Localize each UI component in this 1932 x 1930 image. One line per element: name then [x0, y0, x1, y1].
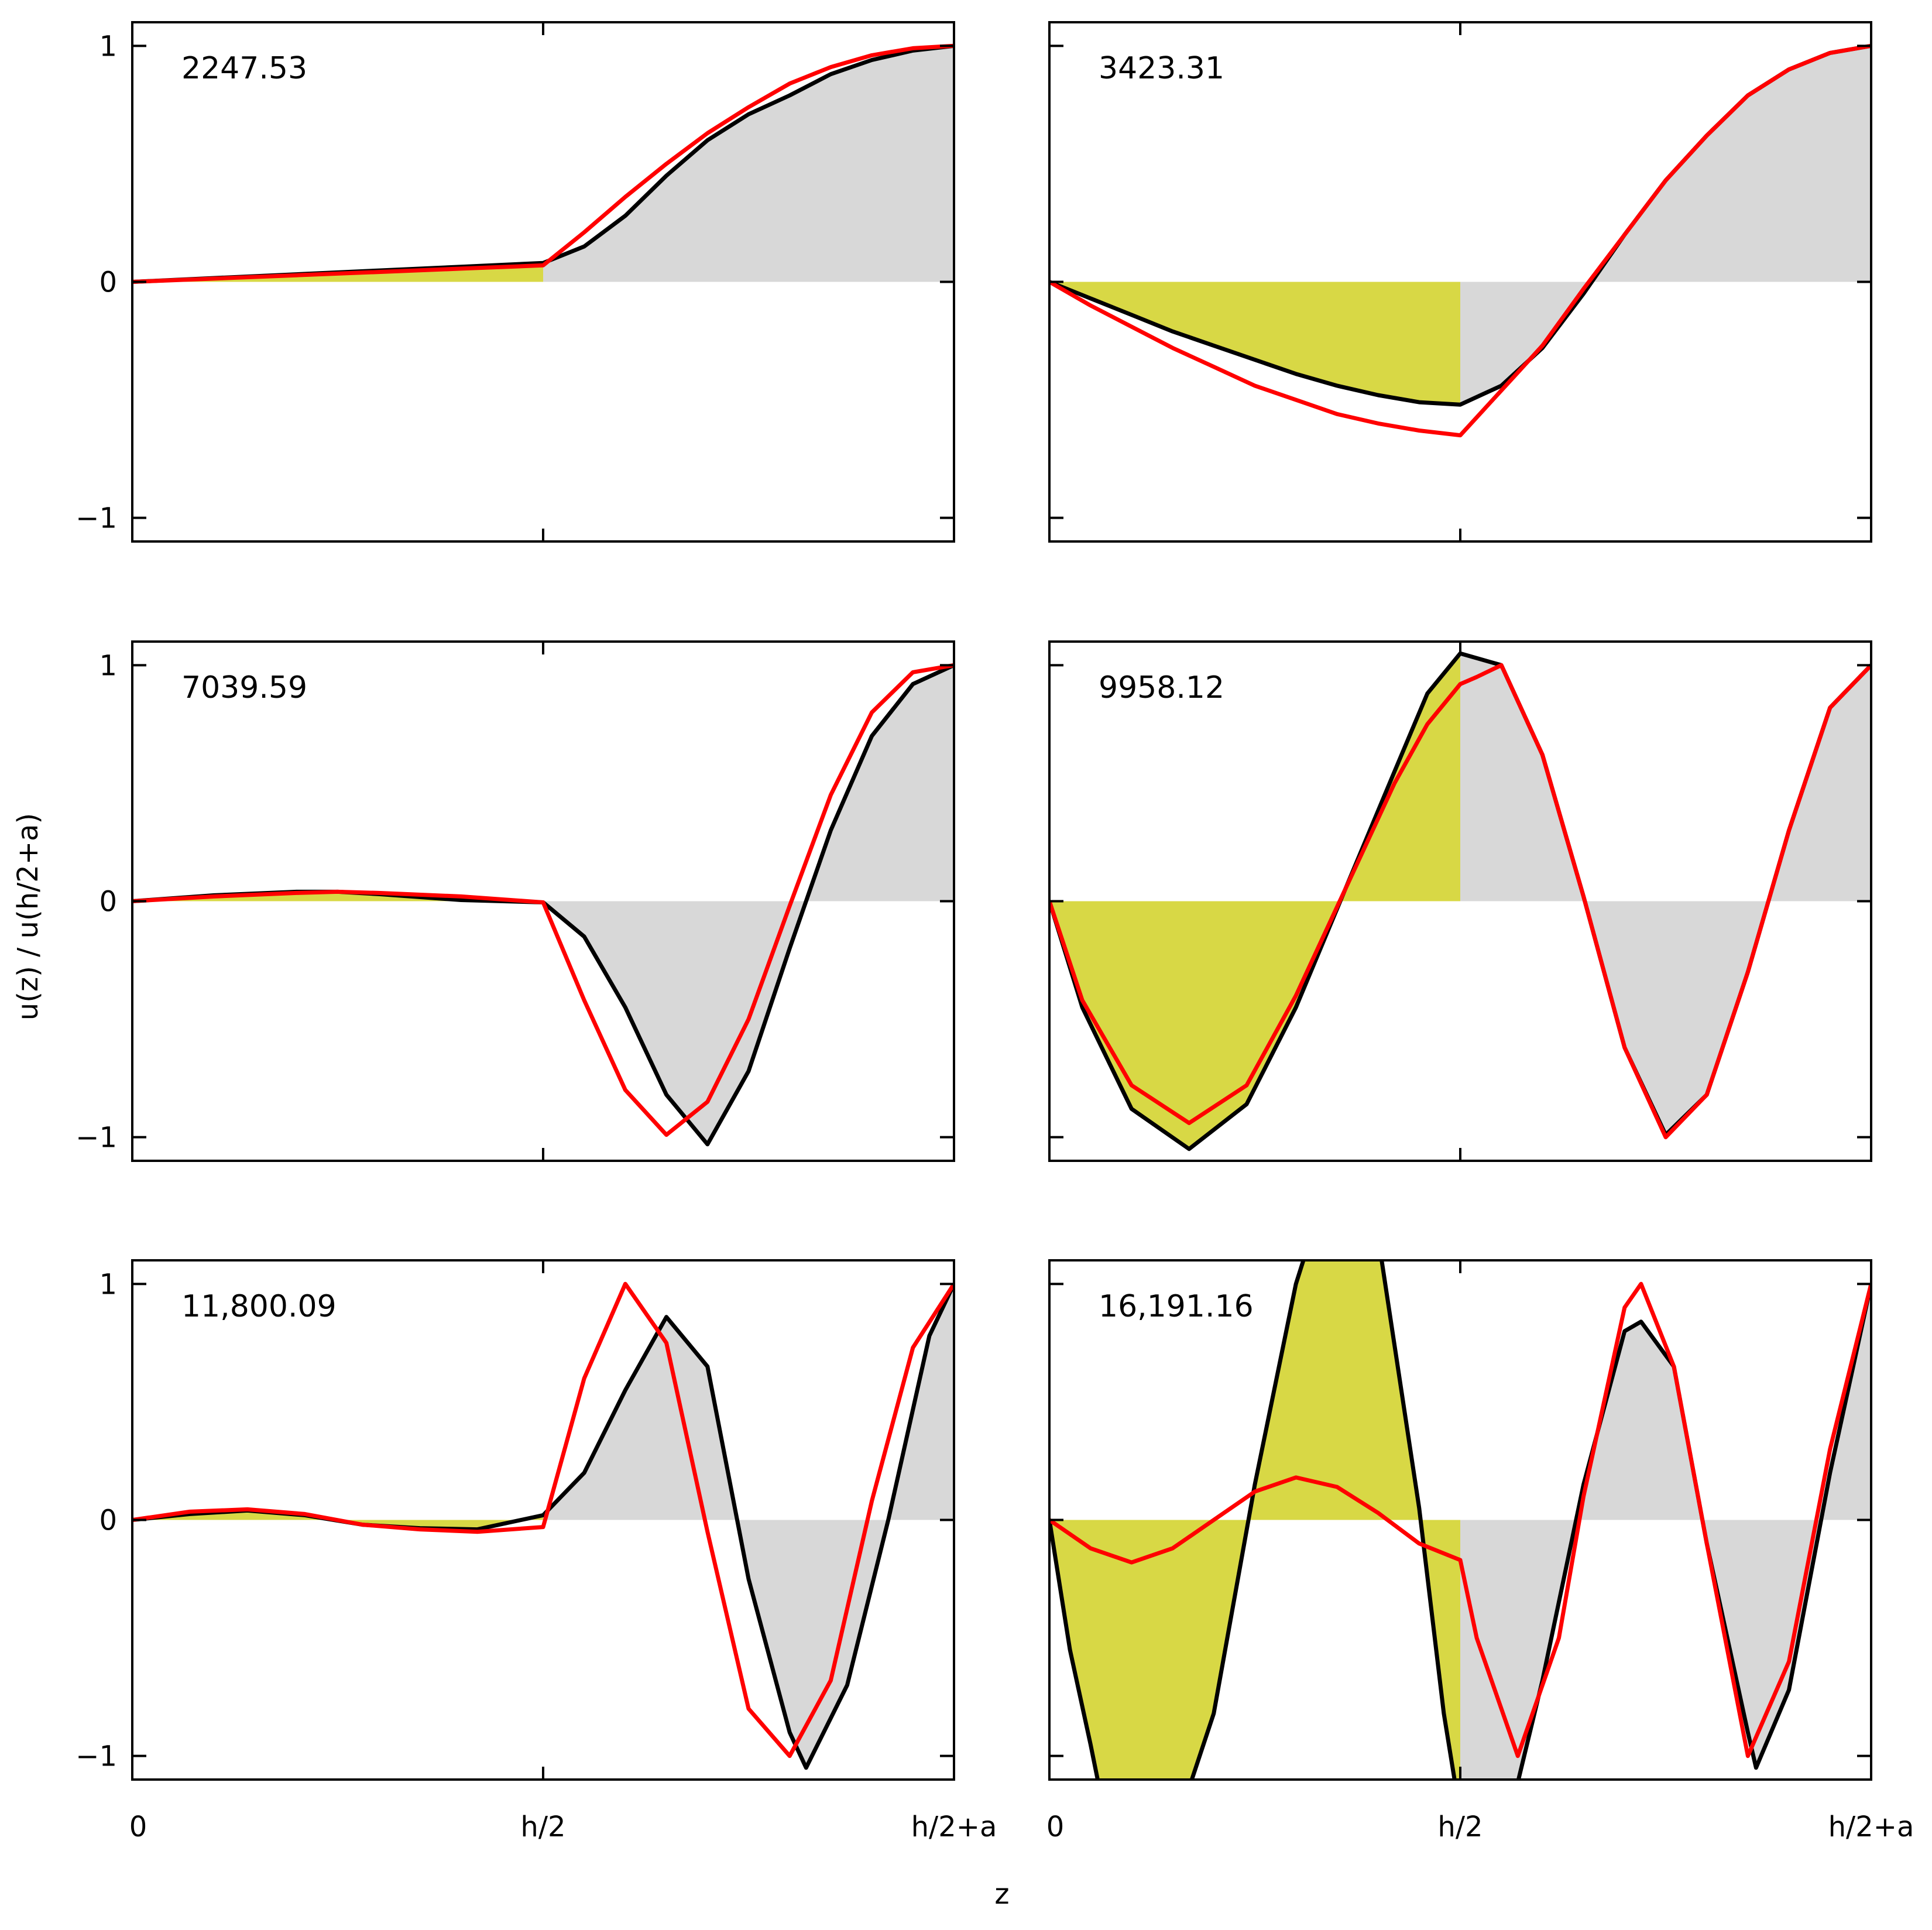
exact-curve — [1049, 1260, 1871, 1780]
x-tick-label: h/2+a — [911, 1811, 997, 1843]
x-tick-label: 0 — [1046, 1811, 1065, 1843]
y-tick-label: 1 — [99, 30, 117, 63]
x-tick-label: h/2 — [520, 1811, 565, 1843]
y-tick-label: −1 — [76, 1740, 117, 1773]
panel-2: 3423.31 — [1048, 21, 1872, 543]
panel-label: 9958.12 — [1099, 670, 1224, 705]
fill-outer-region — [543, 46, 954, 282]
y-tick-label: 1 — [99, 1268, 117, 1301]
x-tick-label: h/2 — [1437, 1811, 1483, 1843]
approx-curve — [1049, 663, 1871, 1140]
panel-5: 1 0 −1 0 h/2 h/2+a 11,800.09 — [76, 1259, 997, 1843]
x-tick-label: h/2+a — [1828, 1811, 1914, 1843]
plot-area — [1049, 651, 1871, 1151]
y-tick-label: 0 — [99, 266, 117, 299]
panel-6: 0 h/2 h/2+a 16,191.16 — [1046, 1259, 1914, 1843]
y-axis-label: u(z) / u(h/2+a) — [12, 813, 44, 1020]
plot-area — [1049, 1260, 1871, 1780]
x-tick-label: 0 — [129, 1811, 147, 1843]
fill-outer-region — [1460, 1284, 1871, 1780]
panel-4: 9958.12 — [1048, 640, 1872, 1162]
y-tick-label: −1 — [76, 502, 117, 535]
approx-curve — [1049, 43, 1871, 438]
panel-1: 1 0 −1 2247.53 — [76, 21, 955, 543]
panel-label: 2247.53 — [181, 51, 307, 86]
plot-area — [132, 1281, 954, 1770]
panel-label: 7039.59 — [181, 670, 307, 705]
panels: 1 0 −1 2247.53 3423.31 1 0 −1 7039.59 9958.12 1 0 −1… — [76, 21, 1914, 1843]
y-tick-label: 0 — [99, 886, 117, 918]
approx-curve — [132, 43, 954, 284]
fill-inner-region — [1049, 653, 1460, 1149]
fill-inner-region — [1049, 282, 1460, 405]
fill-outer-region — [1460, 46, 1871, 405]
y-tick-label: 1 — [99, 649, 117, 682]
plot-area — [132, 663, 954, 1147]
panel-label: 11,800.09 — [181, 1289, 337, 1324]
y-tick-label: −1 — [76, 1122, 117, 1154]
x-axis-label: z — [994, 1878, 1009, 1911]
panel-label: 3423.31 — [1099, 51, 1224, 86]
approx-curve — [132, 663, 954, 1137]
panel-3: 1 0 −1 7039.59 — [76, 640, 955, 1162]
approx-curve — [132, 1281, 954, 1758]
approx-curve — [1049, 1281, 1871, 1758]
fill-outer-region — [543, 1284, 954, 1768]
panel-label: 16,191.16 — [1099, 1289, 1254, 1324]
plot-area — [132, 43, 954, 284]
y-tick-label: 0 — [99, 1504, 117, 1537]
plot-area — [1049, 43, 1871, 438]
fill-outer-region — [1460, 653, 1871, 1135]
fill-inner-region — [1049, 1260, 1460, 1780]
